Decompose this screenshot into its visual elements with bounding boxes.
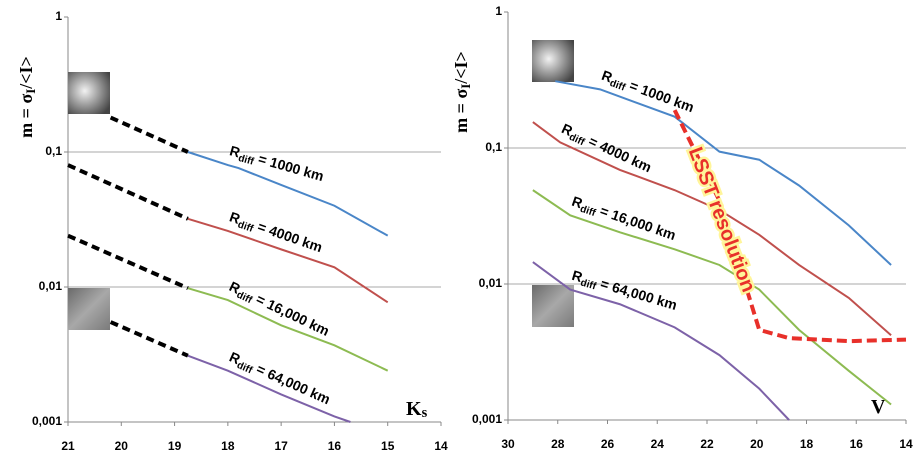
series-line bbox=[672, 109, 907, 344]
x-tick-label: 19 bbox=[168, 439, 182, 453]
series-line bbox=[187, 151, 389, 237]
y-tick-label: 1 bbox=[55, 9, 62, 23]
series-label: Rdiff = 1000 km bbox=[599, 67, 697, 118]
x-tick-label: 22 bbox=[700, 437, 714, 451]
x-tick-label: 18 bbox=[221, 439, 235, 453]
y-tick-label: 0,1 bbox=[45, 144, 62, 158]
series-label: Rdiff = 64,000 km bbox=[226, 348, 333, 410]
x-tick-label: 16 bbox=[328, 439, 342, 453]
series-line bbox=[187, 354, 351, 423]
x-tick-label: 21 bbox=[61, 439, 75, 453]
x-tick-label: 14 bbox=[899, 437, 913, 451]
y-axis-title: m = σI/<I> bbox=[16, 56, 38, 138]
y-axis-title: m = σI/<I> bbox=[451, 51, 473, 133]
y-tick-label: 0,01 bbox=[39, 279, 63, 293]
series-line bbox=[187, 287, 389, 372]
series-line bbox=[109, 115, 189, 154]
x-tick-label: 16 bbox=[850, 437, 864, 451]
series-line bbox=[109, 320, 189, 358]
y-tick-label: 0,001 bbox=[472, 412, 502, 426]
y-tick-label: 1 bbox=[495, 4, 502, 18]
x-axis-title: V bbox=[871, 396, 886, 418]
x-tick-label: 28 bbox=[551, 437, 565, 451]
x-tick-label: 30 bbox=[501, 437, 515, 451]
y-tick-label: 0,1 bbox=[485, 140, 502, 154]
series-label: Rdiff = 4000 km bbox=[227, 208, 325, 258]
series-line bbox=[555, 80, 892, 266]
series-line bbox=[187, 217, 389, 304]
thumbnail-image bbox=[532, 40, 574, 82]
x-tick-label: 17 bbox=[274, 439, 288, 453]
series-label: Rdiff = 64,000 km bbox=[569, 267, 679, 316]
series-label: Rdiff = 16,000 km bbox=[569, 193, 678, 246]
x-tick-label: 26 bbox=[601, 437, 615, 451]
x-tick-label: 24 bbox=[651, 437, 665, 451]
y-tick-label: 0,001 bbox=[32, 414, 62, 428]
series-line bbox=[67, 163, 189, 221]
y-tick-label: 0,01 bbox=[479, 276, 503, 290]
series-label: Rdiff = 1000 km bbox=[227, 142, 326, 187]
x-tick-label: 20 bbox=[750, 437, 764, 451]
annotation: LSST resolution bbox=[684, 144, 760, 295]
series-line bbox=[532, 261, 790, 421]
series-line bbox=[67, 233, 189, 291]
x-axis-title: Ks bbox=[406, 398, 428, 422]
x-tick-label: 18 bbox=[800, 437, 814, 451]
thumbnail-image bbox=[68, 72, 110, 114]
thumbnail-image bbox=[532, 285, 574, 327]
series-line bbox=[532, 121, 892, 336]
series-line bbox=[532, 189, 892, 406]
x-tick-label: 14 bbox=[434, 439, 448, 453]
x-tick-label: 20 bbox=[115, 439, 129, 453]
x-tick-label: 15 bbox=[381, 439, 395, 453]
thumbnail-image bbox=[68, 288, 110, 330]
